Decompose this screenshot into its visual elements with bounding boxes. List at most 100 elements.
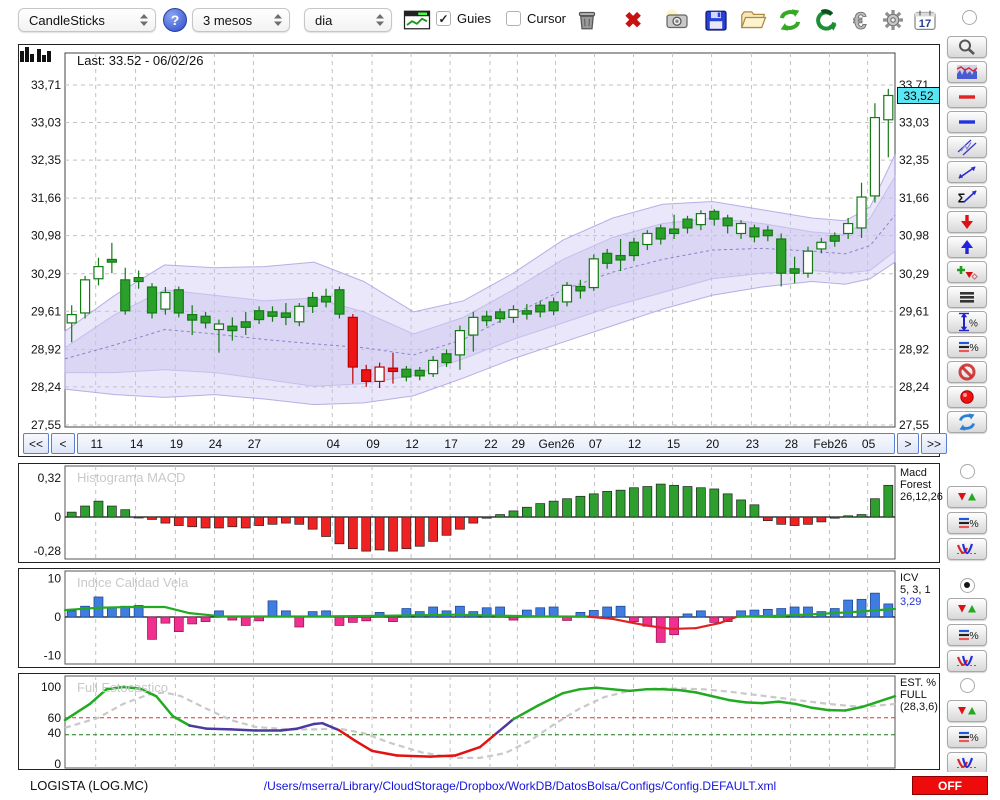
- snapshot-camera-button[interactable]: [660, 5, 694, 35]
- euro-button[interactable]: €: [843, 5, 877, 35]
- forbid-button[interactable]: [947, 361, 987, 383]
- icv-bar: [147, 616, 157, 640]
- settings-gear-button[interactable]: [876, 5, 910, 35]
- red-hline-tool-button[interactable]: [947, 86, 987, 108]
- macd-bar: [93, 500, 104, 518]
- date-strip[interactable]: 11 14 19 24 27 04 09 12 17 22 29 Gen26 07 12 15 20 23 28 F…: [77, 433, 895, 454]
- icv-bar: [187, 616, 198, 625]
- candle: [615, 238, 626, 272]
- stoch-panel-radio[interactable]: [960, 678, 975, 693]
- icv-line: [777, 613, 814, 617]
- icv-bar: [455, 605, 465, 618]
- macd-curves-button[interactable]: [947, 538, 987, 560]
- period-select[interactable]: 3 mesos: [192, 8, 290, 32]
- macd-bar: [281, 516, 291, 524]
- macd-percent-button[interactable]: %: [947, 512, 987, 534]
- nav-first-button[interactable]: <<: [23, 433, 49, 454]
- macd-bar: [80, 505, 90, 518]
- record-button[interactable]: [947, 386, 987, 408]
- checkbox-box-icon: ✓: [436, 11, 451, 26]
- candle: [267, 306, 278, 322]
- candle: [414, 367, 425, 381]
- stochastic-main-line: [860, 700, 880, 709]
- icv-curves-button[interactable]: [947, 650, 987, 672]
- cursor-checkbox[interactable]: ✓ Cursor: [506, 11, 566, 26]
- macd-bar: [602, 491, 613, 518]
- stochastic-panel: 100 60 40 0 Full Estocastico EST. % FULL (2…: [18, 673, 940, 770]
- macd-signals-button[interactable]: [947, 486, 987, 508]
- off-button[interactable]: OFF: [912, 776, 988, 795]
- stochastic-main-line: [760, 700, 781, 705]
- delete-red-x-button[interactable]: ✖: [616, 5, 650, 35]
- candle: [642, 230, 653, 251]
- indicator-preview-button[interactable]: [947, 61, 987, 83]
- nav-next-button[interactable]: >: [897, 433, 919, 454]
- guies-checkbox[interactable]: ✓ Guies: [436, 11, 491, 26]
- add-signal-marks-button[interactable]: [947, 261, 987, 283]
- icv-line: [312, 614, 399, 618]
- zoom-tool-button[interactable]: [947, 36, 987, 58]
- refresh-blue-button[interactable]: [947, 411, 987, 433]
- date-label: 19: [169, 437, 184, 451]
- trash-button[interactable]: [570, 5, 604, 35]
- candle: [213, 319, 225, 353]
- status-bar: LOGISTA (LOG.MC) /Users/mserra/Library/C…: [0, 772, 1000, 800]
- macd-plot[interactable]: 0,32 0 -0,28: [19, 464, 939, 562]
- vertical-measure-button[interactable]: %: [947, 311, 987, 333]
- toolbar-radio[interactable]: [962, 10, 977, 25]
- chart-type-select[interactable]: CandleSticks: [18, 8, 156, 32]
- last-price-tag: 33,52: [897, 87, 940, 104]
- stochastic-main-line: [204, 727, 233, 731]
- blue-hline-tool-button[interactable]: [947, 111, 987, 133]
- candle: [200, 311, 211, 329]
- icv-percent-button[interactable]: %: [947, 624, 987, 646]
- icv-bar: [401, 608, 412, 618]
- candle: [120, 267, 131, 315]
- icv-plot[interactable]: 10 0 -10: [19, 569, 939, 667]
- stochastic-main-line: [312, 721, 324, 726]
- save-floppy-button[interactable]: [699, 5, 733, 35]
- candle: [588, 254, 599, 291]
- svg-text:29,61: 29,61: [31, 304, 61, 318]
- stoch-signals-button[interactable]: [947, 700, 987, 722]
- icv-bar: [495, 606, 505, 618]
- channel-icon: [957, 139, 977, 156]
- macd-bar: [173, 516, 184, 526]
- macd-panel-radio[interactable]: [960, 464, 975, 479]
- icv-line: [454, 613, 506, 617]
- open-folder-button[interactable]: [736, 5, 770, 35]
- calendar-button[interactable]: 17: [908, 5, 942, 35]
- stoch-percent-button[interactable]: %: [947, 726, 987, 748]
- stochastic-main-line: [843, 705, 864, 712]
- addmark-icon: [957, 266, 978, 280]
- channel-tool-button[interactable]: [947, 136, 987, 158]
- levels-list-button[interactable]: [947, 286, 987, 308]
- interval-select[interactable]: dia: [304, 8, 392, 32]
- trendline-tool-button[interactable]: [947, 161, 987, 183]
- icv-signals-button[interactable]: [947, 598, 987, 620]
- nav-prev-button[interactable]: <: [51, 433, 75, 454]
- date-label: 27: [247, 437, 262, 451]
- icv-line: [586, 615, 614, 621]
- sigma-trendline-button[interactable]: Σ: [947, 186, 987, 208]
- reload-undo-button[interactable]: [809, 5, 843, 35]
- percent-lines-button[interactable]: %: [947, 336, 987, 358]
- candle: [187, 305, 198, 336]
- macd-bar: [227, 516, 238, 528]
- buy-arrow-button[interactable]: [947, 236, 987, 258]
- icv-panel-radio[interactable]: [960, 578, 975, 593]
- candle: [294, 303, 305, 327]
- candle: [669, 214, 680, 239]
- stochastic-main-line: [88, 688, 108, 706]
- last-price-label: Last: 33.52 - 06/02/26: [77, 53, 204, 68]
- sell-arrow-button[interactable]: [947, 211, 987, 233]
- help-button[interactable]: ?: [163, 8, 187, 32]
- refresh-green-button[interactable]: [773, 5, 807, 35]
- mini-chart-window-button[interactable]: [400, 5, 434, 35]
- nav-last-button[interactable]: >>: [921, 433, 947, 454]
- stoch-curves-button[interactable]: [947, 752, 987, 774]
- icv-bar: [655, 616, 666, 643]
- macd-bar: [749, 504, 760, 518]
